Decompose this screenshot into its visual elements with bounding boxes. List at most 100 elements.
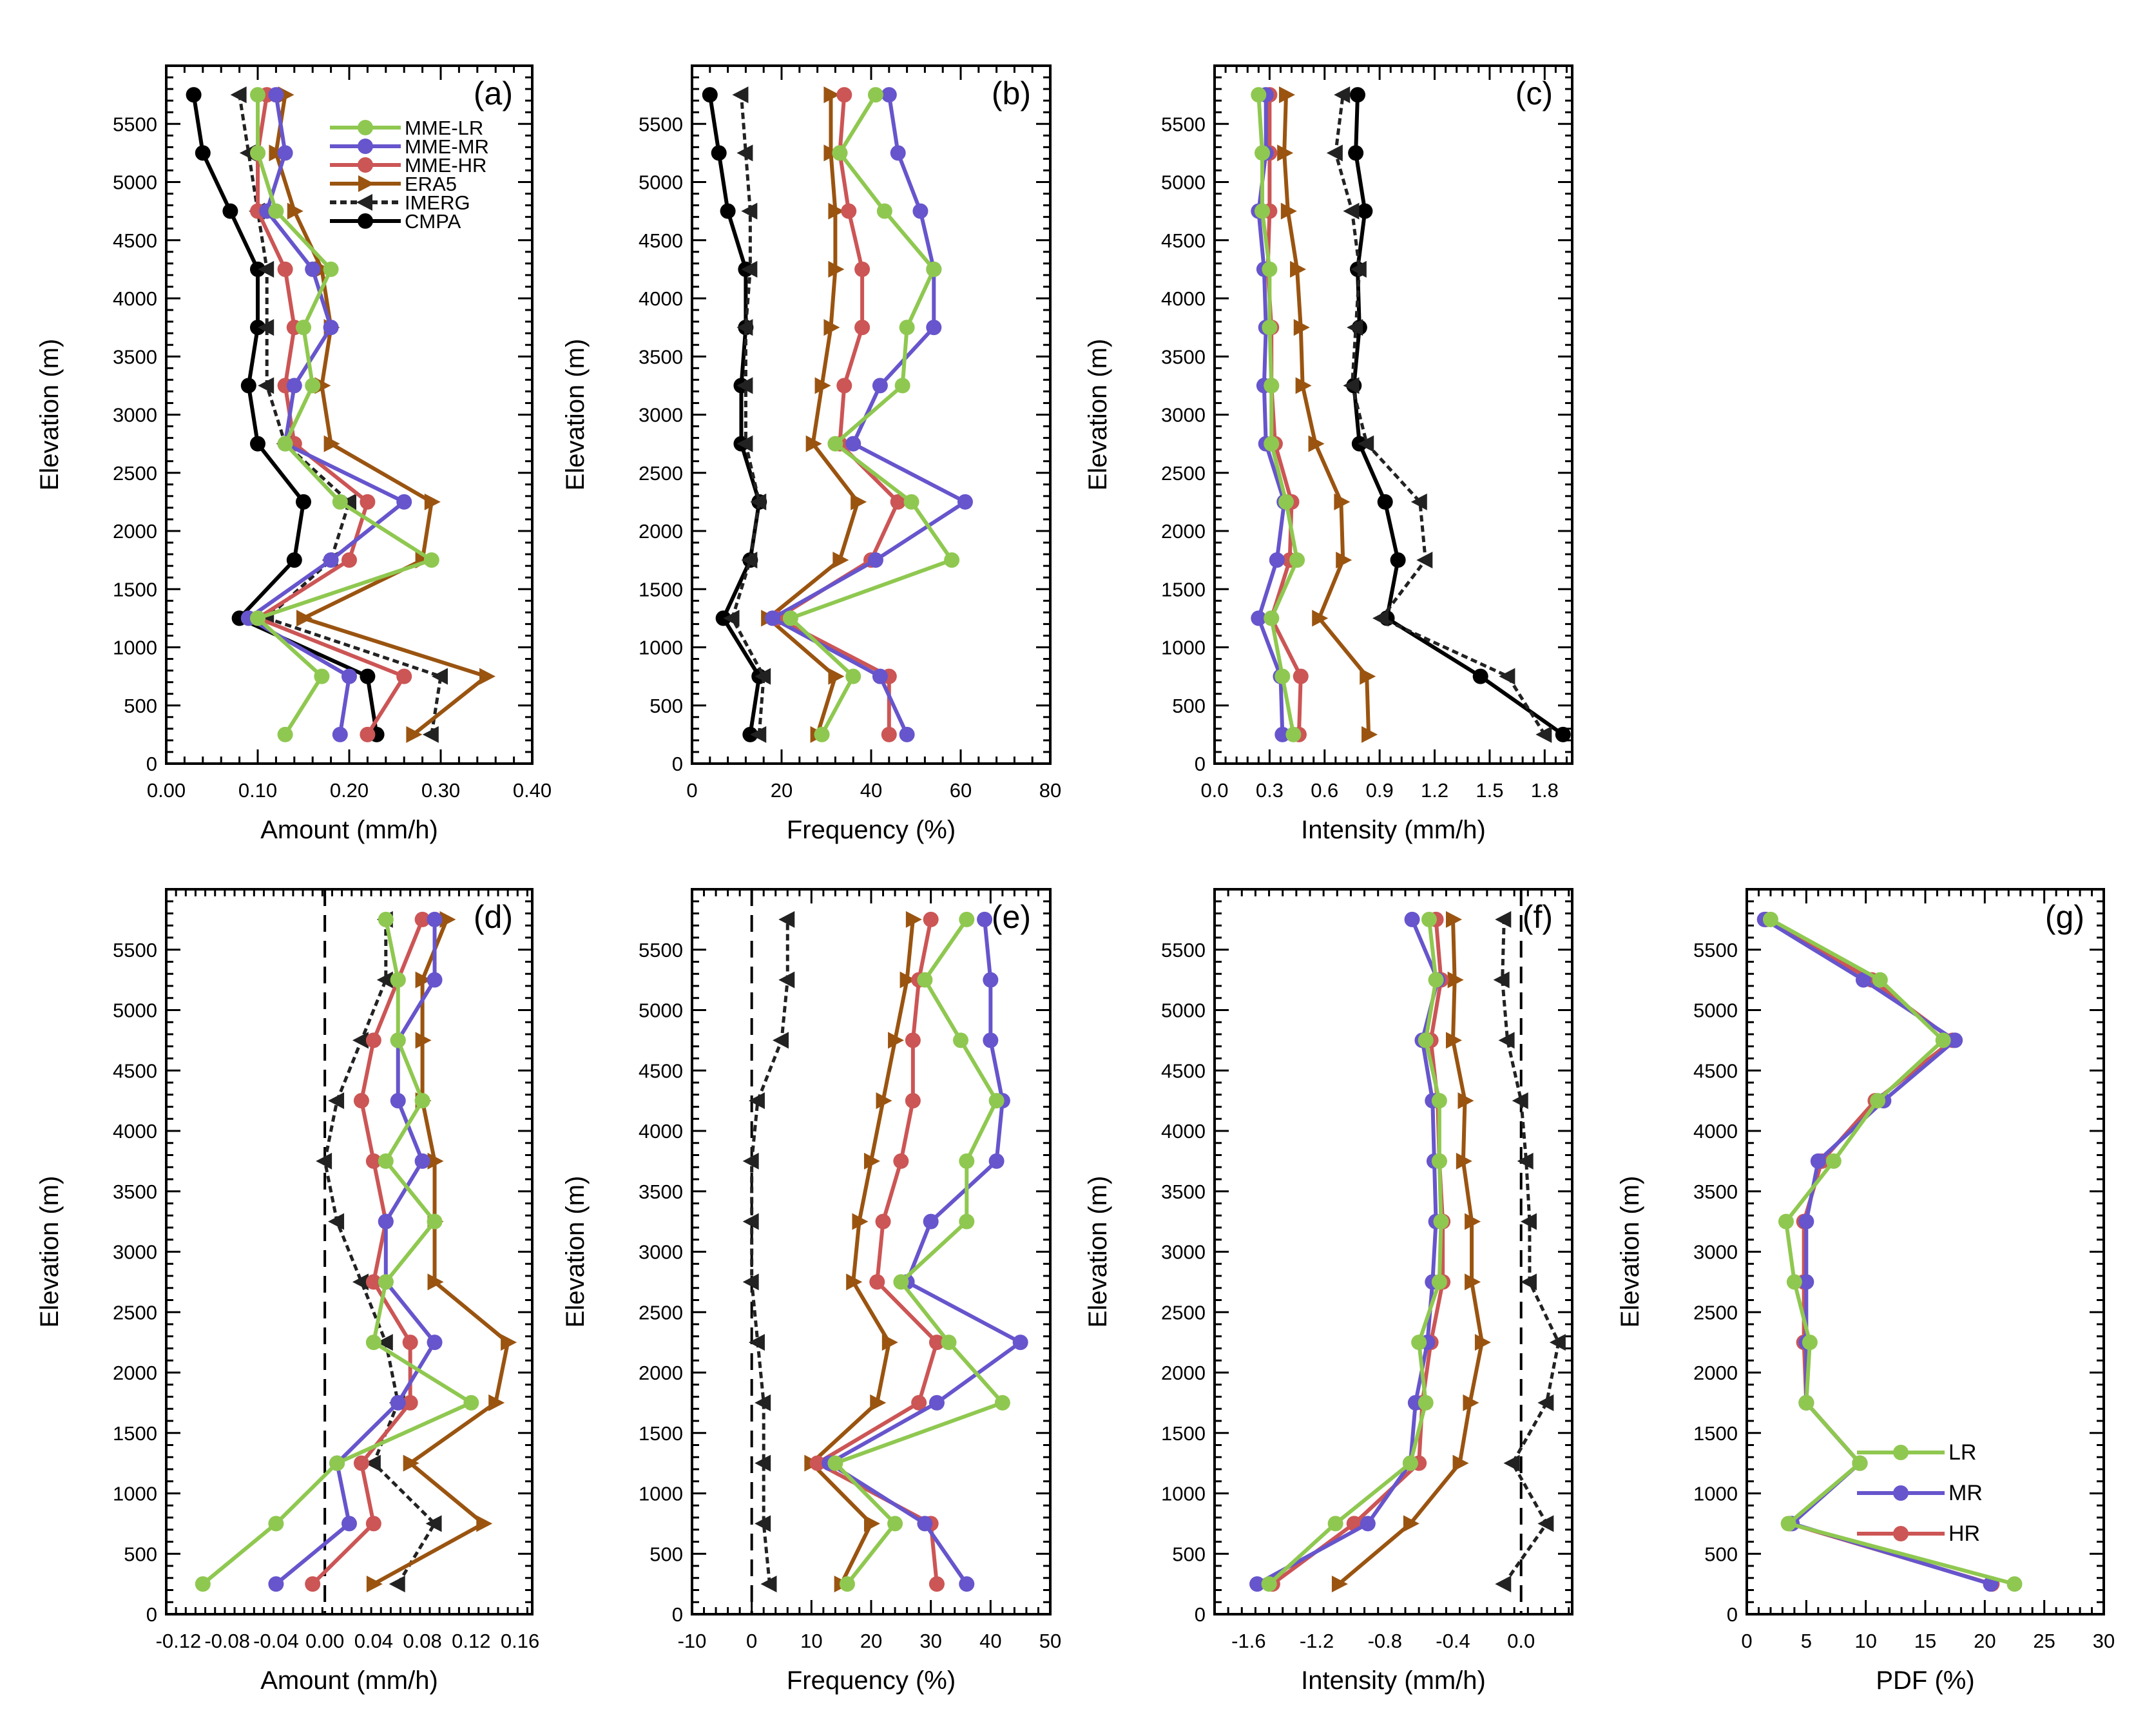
y-tick-label: 500 xyxy=(649,695,683,717)
y-tick-label: 500 xyxy=(1704,1543,1738,1565)
y-axis-label: Elevation (m) xyxy=(1084,339,1112,491)
data-point-era5 xyxy=(905,911,922,928)
panel-label: (g) xyxy=(2045,899,2084,935)
data-point-mr xyxy=(341,1516,357,1532)
x-tick-label: 1.5 xyxy=(1476,779,1503,802)
data-point-lr xyxy=(988,1093,1005,1109)
data-point-era5 xyxy=(881,1334,898,1351)
data-point-mr xyxy=(427,1335,443,1351)
panel-label: (e) xyxy=(992,899,1031,935)
y-tick-label: 5500 xyxy=(1693,939,1738,961)
x-tick-label: 5 xyxy=(1801,1630,1812,1652)
legend-marker xyxy=(1893,1445,1909,1460)
y-tick-label: 3000 xyxy=(1693,1241,1738,1264)
data-point-lr xyxy=(894,378,910,394)
data-point-cmpa xyxy=(1357,203,1373,219)
x-tick-label: 0.10 xyxy=(238,779,277,802)
series-lr xyxy=(250,87,439,742)
data-point-imerg xyxy=(376,1334,393,1351)
data-point-mr xyxy=(926,320,942,336)
data-point-mr xyxy=(977,911,993,927)
data-point-mr xyxy=(928,1394,945,1411)
y-tick-label: 2500 xyxy=(1693,1301,1738,1324)
data-point-hr xyxy=(360,494,376,510)
data-point-imerg xyxy=(1549,1334,1566,1351)
y-tick-label: 1000 xyxy=(1693,1483,1738,1505)
data-point-lr xyxy=(845,668,861,684)
data-point-lr xyxy=(899,320,915,336)
series-line-lr xyxy=(256,95,434,736)
data-point-lr xyxy=(378,1153,394,1169)
y-tick-label: 2500 xyxy=(1161,462,1206,485)
y-tick-label: 2500 xyxy=(639,462,683,485)
series-era5 xyxy=(761,86,867,743)
y-tick-label: 4000 xyxy=(639,287,683,310)
data-point-era5 xyxy=(1452,1454,1469,1472)
data-point-mr xyxy=(917,1516,933,1532)
data-point-imerg xyxy=(778,911,795,928)
y-tick-label: 3000 xyxy=(1161,1241,1206,1264)
y-tick-label: 4500 xyxy=(1161,1059,1206,1082)
data-point-era5 xyxy=(828,260,845,278)
y-tick-label: 3000 xyxy=(639,1241,683,1264)
data-point-lr xyxy=(1262,261,1278,277)
data-point-imerg xyxy=(1499,668,1515,685)
data-point-lr xyxy=(1402,1455,1418,1471)
data-point-mr xyxy=(268,1576,284,1592)
series-cmpa xyxy=(702,87,767,742)
x-tick-label: 0.08 xyxy=(403,1630,441,1652)
data-point-imerg xyxy=(736,319,753,336)
data-point-lr xyxy=(277,726,293,742)
y-tick-label: 5500 xyxy=(639,113,683,135)
x-tick-label: -0.12 xyxy=(156,1630,202,1652)
data-point-mr xyxy=(923,1213,939,1230)
x-tick-label: -0.4 xyxy=(1436,1630,1470,1652)
data-point-era5 xyxy=(1446,911,1462,928)
data-point-imerg xyxy=(258,319,274,336)
data-point-imerg xyxy=(1520,1273,1537,1291)
data-point-era5 xyxy=(1403,1515,1419,1532)
data-point-hr xyxy=(905,1093,921,1109)
y-tick-label: 1500 xyxy=(639,578,683,601)
series-lr xyxy=(1251,87,1305,742)
data-point-lr xyxy=(782,610,798,626)
legend-marker xyxy=(1893,1526,1909,1541)
data-point-mr xyxy=(983,1032,999,1048)
data-point-lr xyxy=(250,610,265,626)
series-line-hr xyxy=(815,919,939,1585)
data-point-lr xyxy=(994,1394,1010,1411)
data-point-era5 xyxy=(488,1394,505,1411)
plot-frame xyxy=(691,888,1052,1615)
y-tick-label: 500 xyxy=(124,1543,157,1565)
data-point-mr xyxy=(1855,972,1871,988)
data-point-hr xyxy=(893,1153,909,1169)
data-point-mr xyxy=(341,668,357,684)
data-point-hr xyxy=(365,1153,381,1169)
y-tick-label: 5000 xyxy=(639,999,683,1022)
y-tick-label: 4000 xyxy=(113,287,157,310)
series-cmpa xyxy=(1346,87,1571,742)
y-tick-label: 3500 xyxy=(1161,1181,1206,1203)
y-tick-label: 0 xyxy=(146,1603,157,1626)
data-point-era5 xyxy=(1457,1092,1474,1110)
data-point-hr xyxy=(1293,668,1309,684)
panel-c: 0 500 1000 1500 2000 2500 3000 3500 4000 4500 5000… xyxy=(1084,64,1573,844)
y-tick-label: 2000 xyxy=(113,520,157,543)
y-tick-label: 3500 xyxy=(1693,1181,1738,1203)
legend-marker xyxy=(358,213,373,229)
y-tick-label: 0 xyxy=(1727,1603,1738,1626)
data-point-lr xyxy=(944,552,960,568)
series-line-era5 xyxy=(809,919,915,1585)
x-axis-label: Amount (mm/h) xyxy=(260,816,438,844)
data-point-era5 xyxy=(476,1515,493,1532)
y-tick-label: 2000 xyxy=(1693,1362,1738,1384)
data-point-imerg xyxy=(1495,911,1512,928)
data-point-mr xyxy=(983,972,999,988)
series-lr xyxy=(1261,911,1449,1592)
data-point-imerg xyxy=(773,1032,789,1049)
data-point-mr xyxy=(414,1153,430,1169)
series-lr xyxy=(827,911,1010,1592)
data-point-era5 xyxy=(287,202,303,220)
series-line-lr xyxy=(1769,918,2015,1587)
data-point-hr xyxy=(881,726,897,742)
